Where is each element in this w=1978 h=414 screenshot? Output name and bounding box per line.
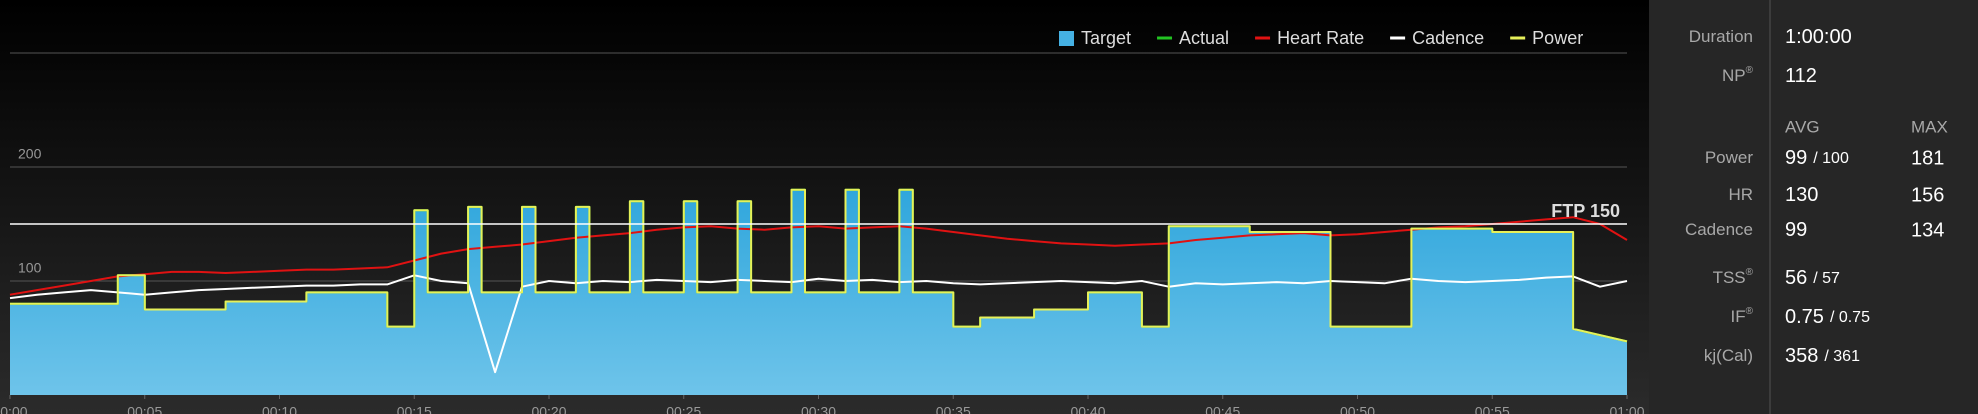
registered-mark: ® bbox=[1746, 267, 1754, 278]
series-line bbox=[9, 274, 1628, 374]
registered-mark: ® bbox=[1746, 65, 1754, 76]
x-tick-label: 00:35 bbox=[936, 404, 971, 414]
stat-value-note: / 0.75 bbox=[1830, 309, 1870, 326]
x-tick-label: 00:15 bbox=[397, 404, 432, 414]
ftp-label: FTP 150 bbox=[1551, 201, 1620, 221]
stat-value: 99 bbox=[1785, 219, 1807, 241]
registered-mark: ® bbox=[1746, 306, 1754, 317]
stat-label: HR bbox=[1728, 185, 1753, 204]
x-tick-label: 01:00 bbox=[1609, 404, 1644, 414]
x-tick-label: 00:55 bbox=[1475, 404, 1510, 414]
x-tick-label: 00:45 bbox=[1205, 404, 1240, 414]
stat-value-main: 1:00:00 bbox=[1785, 26, 1852, 48]
column-header: MAX bbox=[1911, 117, 1948, 136]
stat-value: 1:00:00 bbox=[1785, 26, 1852, 48]
stat-label: IF® bbox=[1731, 306, 1754, 327]
legend-label: Power bbox=[1532, 28, 1583, 48]
stat-label-text: Power bbox=[1705, 148, 1754, 167]
stat-value-note: / 57 bbox=[1813, 270, 1840, 287]
stat-value: 112 bbox=[1785, 65, 1817, 87]
legend-label: Target bbox=[1081, 28, 1131, 48]
x-tick-label: 00:25 bbox=[666, 404, 701, 414]
stat-max: 156 bbox=[1911, 184, 1944, 206]
stat-max: 181 bbox=[1911, 147, 1944, 169]
stat-label-text: kj(Cal) bbox=[1704, 346, 1753, 365]
y-tick-label: 200 bbox=[18, 146, 42, 162]
x-tick-label: 00:00 bbox=[0, 404, 28, 414]
stat-value: 358 / 361 bbox=[1785, 345, 1860, 367]
stat-label: TSS® bbox=[1713, 267, 1754, 288]
stat-label: kj(Cal) bbox=[1704, 346, 1753, 365]
x-tick-label: 00:10 bbox=[262, 404, 297, 414]
stat-value: 56 / 57 bbox=[1785, 267, 1840, 289]
stat-value-main: 358 bbox=[1785, 345, 1818, 367]
series-line bbox=[10, 188, 1628, 343]
stat-label: NP® bbox=[1722, 65, 1754, 86]
stat-label: Power bbox=[1705, 148, 1754, 167]
stat-label: Duration bbox=[1689, 27, 1753, 46]
x-tick-label: 00:30 bbox=[801, 404, 836, 414]
column-header: AVG bbox=[1785, 117, 1820, 136]
stat-label-text: TSS bbox=[1713, 268, 1746, 287]
stat-value-main: 99 bbox=[1785, 219, 1807, 241]
stat-value-main: 112 bbox=[1785, 65, 1817, 87]
stat-value-main: 130 bbox=[1785, 184, 1818, 206]
series-line bbox=[9, 216, 1628, 296]
stats-panel bbox=[1649, 0, 1978, 414]
stat-label-text: HR bbox=[1728, 185, 1753, 204]
stat-label-text: NP bbox=[1722, 66, 1746, 85]
stat-value-note: / 100 bbox=[1813, 150, 1849, 167]
stat-value: 130 bbox=[1785, 184, 1818, 206]
legend-swatch bbox=[1059, 31, 1074, 46]
x-tick-label: 00:50 bbox=[1340, 404, 1375, 414]
stat-value: 99 / 100 bbox=[1785, 147, 1849, 169]
x-tick-label: 00:05 bbox=[127, 404, 162, 414]
stat-value: 0.75 / 0.75 bbox=[1785, 306, 1870, 328]
legend-label: Actual bbox=[1179, 28, 1229, 48]
legend-label: Cadence bbox=[1412, 28, 1484, 48]
stat-label: Cadence bbox=[1685, 220, 1753, 239]
stat-max: 134 bbox=[1911, 219, 1944, 241]
stat-value-main: 56 bbox=[1785, 267, 1807, 289]
stat-label-text: Cadence bbox=[1685, 220, 1753, 239]
x-tick-label: 00:40 bbox=[1070, 404, 1105, 414]
stat-label-text: IF bbox=[1731, 307, 1746, 326]
legend-label: Heart Rate bbox=[1277, 28, 1364, 48]
stat-label-text: Duration bbox=[1689, 27, 1753, 46]
stat-value-main: 99 bbox=[1785, 147, 1807, 169]
stat-value-main: 0.75 bbox=[1785, 306, 1824, 328]
stat-value-note: / 361 bbox=[1824, 348, 1860, 365]
x-tick-label: 00:20 bbox=[531, 404, 566, 414]
y-tick-label: 100 bbox=[18, 260, 42, 276]
